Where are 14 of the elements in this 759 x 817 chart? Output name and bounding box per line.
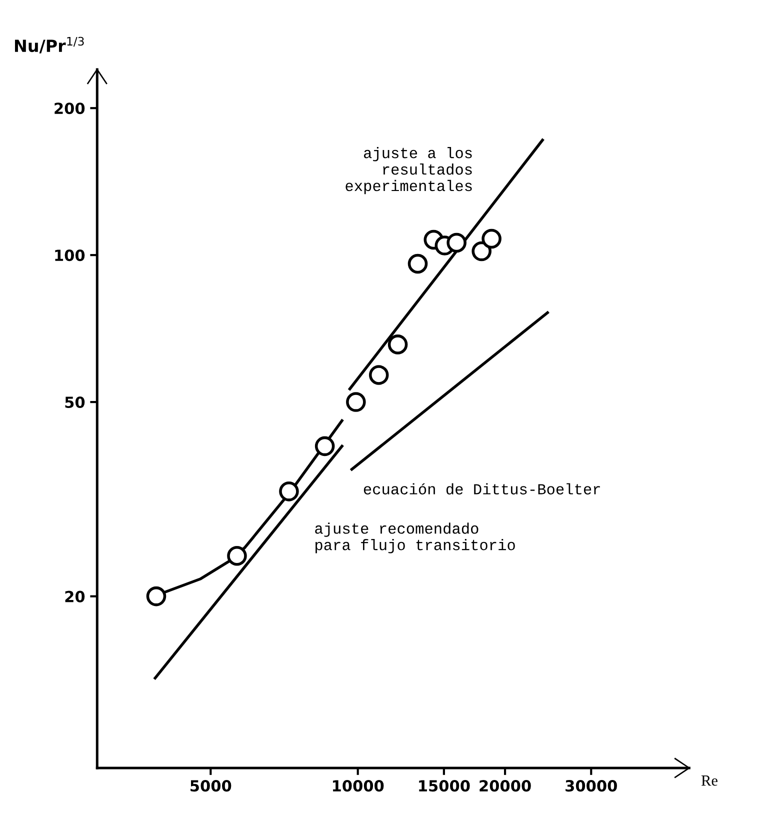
series-label: ecuación de Dittus-Boelter bbox=[364, 483, 600, 494]
x-tick-label: 30000 bbox=[566, 780, 617, 792]
y-tick-label: 50 bbox=[65, 396, 85, 408]
series-label: ajuste a los resultados experimentales bbox=[346, 147, 472, 194]
x-axis-title: Re bbox=[701, 776, 718, 786]
y-tick-label: 20 bbox=[65, 590, 85, 602]
series-label: ajuste recomendado para flujo transitorio bbox=[315, 522, 515, 554]
y-tick-label: 200 bbox=[54, 102, 85, 114]
y-axis-title: Nu/Pr$^{1/3}$ bbox=[15, 36, 84, 54]
x-tick-label: 10000 bbox=[332, 780, 384, 792]
x-tick-label: 5000 bbox=[190, 780, 232, 792]
x-tick-label: 20000 bbox=[480, 780, 531, 792]
x-tick-label: 15000 bbox=[419, 780, 470, 792]
y-tick-label: 100 bbox=[55, 250, 85, 262]
